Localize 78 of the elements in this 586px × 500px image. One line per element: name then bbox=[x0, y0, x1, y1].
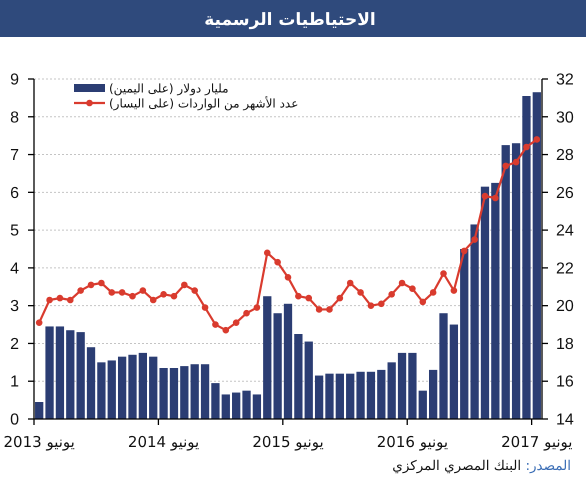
point bbox=[232, 319, 240, 326]
point bbox=[108, 289, 116, 296]
y2-tick-label: 18 bbox=[556, 336, 574, 353]
y-tick-label: 3 bbox=[10, 298, 20, 316]
point bbox=[512, 158, 520, 166]
point bbox=[36, 319, 42, 326]
point bbox=[284, 274, 292, 281]
y-tick-label: 6 bbox=[10, 184, 20, 202]
point bbox=[398, 280, 406, 286]
legend-label: عدد الأشهر من الواردات (على اليسار) bbox=[109, 96, 298, 110]
point bbox=[305, 294, 312, 302]
y2-tick-label: 24 bbox=[556, 222, 574, 240]
point bbox=[482, 192, 488, 200]
point bbox=[160, 291, 167, 298]
point bbox=[368, 302, 374, 309]
point bbox=[316, 306, 322, 313]
point bbox=[150, 296, 157, 304]
y-tick-label: 5 bbox=[10, 222, 20, 240]
point bbox=[129, 292, 136, 300]
y-tick-label: 0 bbox=[10, 412, 20, 428]
point bbox=[243, 310, 250, 317]
x-tick-label: يونيو 2014 bbox=[128, 433, 200, 451]
y2-tick-label: 20 bbox=[556, 298, 574, 316]
point bbox=[274, 258, 281, 266]
point bbox=[46, 296, 53, 304]
point bbox=[409, 285, 416, 292]
point bbox=[450, 287, 458, 294]
point bbox=[346, 280, 354, 286]
point bbox=[56, 294, 64, 302]
y2-tick-label: 32 bbox=[556, 72, 574, 88]
point bbox=[492, 194, 499, 202]
y-tick-label: 1 bbox=[10, 374, 20, 391]
point bbox=[222, 326, 230, 334]
point bbox=[419, 298, 426, 306]
y-tick-label: 9 bbox=[10, 72, 20, 88]
point bbox=[336, 294, 344, 302]
point bbox=[523, 144, 530, 150]
point bbox=[440, 270, 447, 277]
point bbox=[326, 306, 333, 313]
point bbox=[357, 289, 364, 296]
point bbox=[140, 287, 146, 294]
y-tick-label: 7 bbox=[10, 147, 20, 164]
point bbox=[202, 304, 208, 311]
x-tick-label: يونيو 2013 bbox=[4, 433, 75, 451]
text: المصدر: البنك المصري المركزي bbox=[392, 458, 571, 474]
point bbox=[88, 282, 94, 288]
point bbox=[460, 248, 468, 254]
point bbox=[66, 296, 74, 304]
x-tick-label: يونيو 2015 bbox=[252, 433, 324, 451]
point bbox=[534, 136, 540, 143]
point bbox=[254, 304, 260, 311]
y2-tick-label: 16 bbox=[556, 374, 574, 391]
point bbox=[181, 282, 188, 288]
point bbox=[170, 292, 178, 300]
y2-tick-label: 28 bbox=[556, 147, 574, 164]
y-tick-label: 4 bbox=[10, 260, 20, 278]
y2-tick-label: 30 bbox=[556, 109, 574, 126]
point bbox=[430, 289, 436, 296]
point bbox=[118, 289, 126, 296]
x-tick-label: يونيو 2017 bbox=[501, 433, 572, 451]
point bbox=[191, 287, 198, 294]
y2-tick-label: 22 bbox=[556, 260, 574, 278]
point bbox=[295, 292, 302, 300]
chart-title: الاحتياطيات الرسمية bbox=[204, 10, 376, 30]
legend-label: مليار دولار (على اليمين) bbox=[109, 82, 228, 96]
point bbox=[212, 321, 219, 328]
x-tick-label: يونيو 2016 bbox=[376, 433, 448, 451]
y-tick-label: 8 bbox=[10, 109, 20, 126]
point bbox=[77, 287, 84, 294]
point bbox=[388, 291, 395, 298]
point bbox=[502, 162, 510, 170]
y-tick-label: 2 bbox=[10, 336, 20, 353]
y2-tick-label: 14 bbox=[556, 412, 574, 428]
point bbox=[264, 249, 271, 256]
point bbox=[471, 236, 478, 243]
point bbox=[98, 280, 105, 286]
point bbox=[378, 300, 385, 308]
y2-tick-label: 26 bbox=[556, 184, 574, 202]
